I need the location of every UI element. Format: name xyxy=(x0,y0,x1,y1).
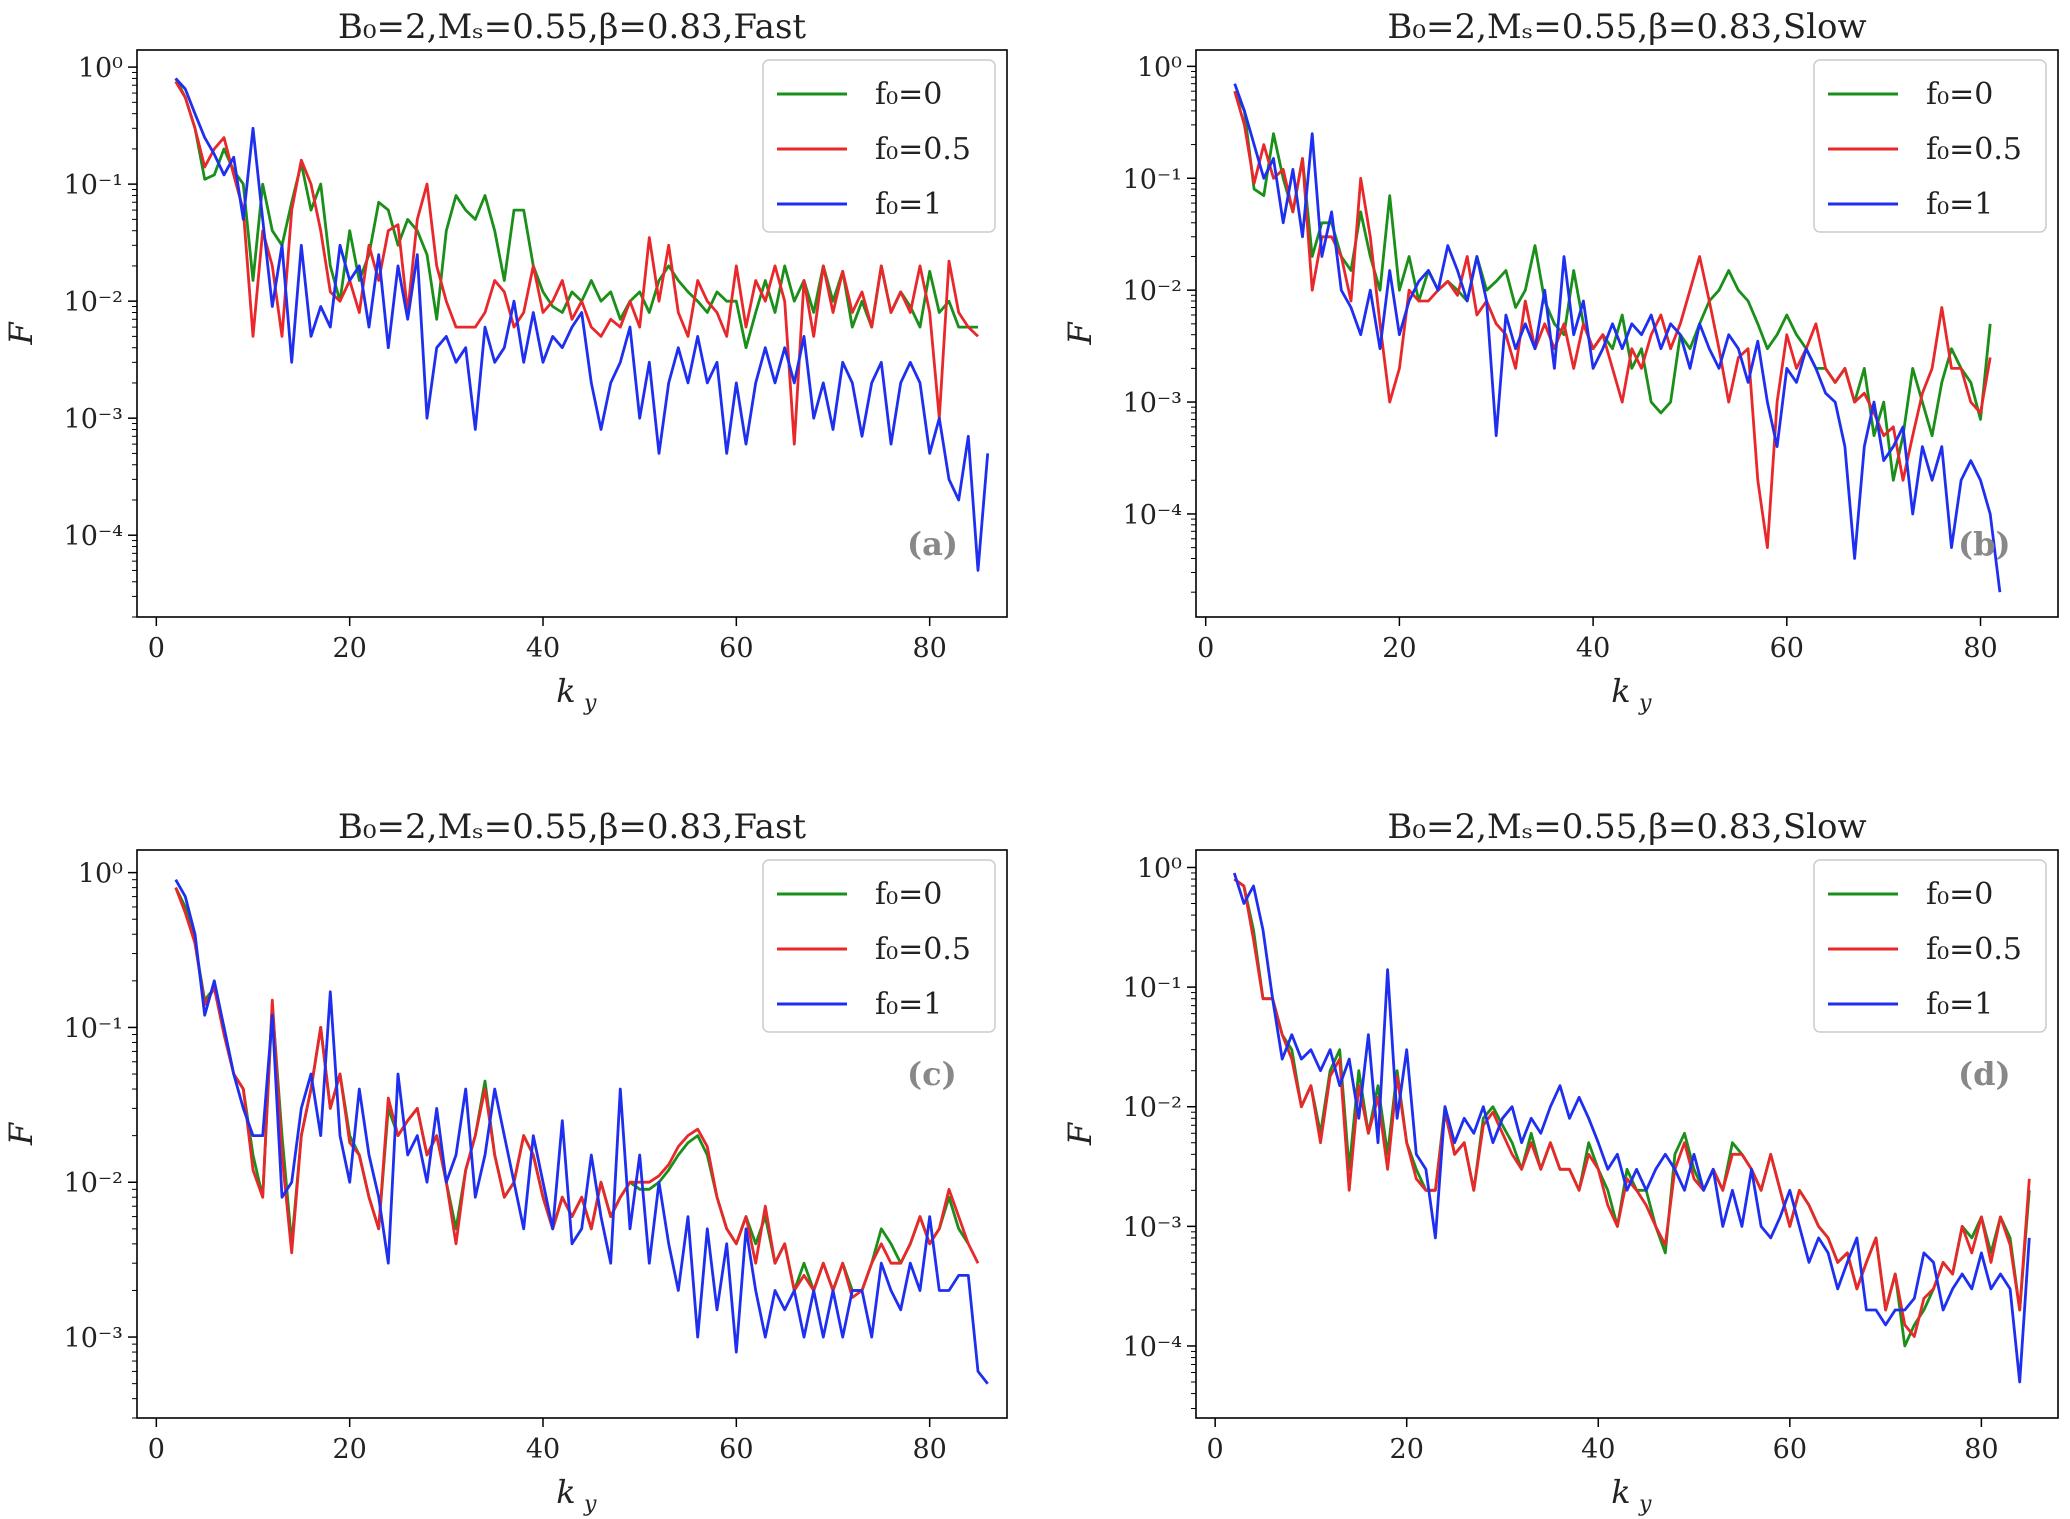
x-tick-label: 40 xyxy=(526,633,560,664)
panel-d: B₀=2,Mₛ=0.55,β=0.83,Slow 0 20 40 60 80 10⁰ 10⁻¹… xyxy=(1061,807,2059,1517)
legend-label: f₀=1 xyxy=(875,987,942,1022)
x-axis-label: k xyxy=(556,672,575,710)
x-axis-label-subscript: y xyxy=(583,691,597,716)
series-line-0 xyxy=(1233,90,1992,482)
y-axis-label: F xyxy=(2,321,40,346)
series-line-1 xyxy=(174,887,980,1299)
y-tick-label: 10⁻⁴ xyxy=(64,521,123,552)
x-axis-label: k xyxy=(1611,672,1630,710)
y-axis-label: F xyxy=(1061,321,1099,346)
y-tick-label: 10⁰ xyxy=(78,859,123,890)
x-axis-label: k xyxy=(1611,1473,1630,1511)
legend-label: f₀=0.5 xyxy=(1926,932,2022,967)
legend-box xyxy=(762,859,996,1033)
series-line-2 xyxy=(1233,83,2002,593)
x-tick-label: 0 xyxy=(148,633,165,664)
axes-frame xyxy=(136,49,1008,618)
panel-label: (c) xyxy=(907,1055,957,1093)
y-tick-label: 10⁻³ xyxy=(1123,1212,1182,1243)
x-tick-label: 20 xyxy=(332,633,366,664)
axes-frame xyxy=(136,849,1008,1419)
y-tick-label: 10⁰ xyxy=(78,53,123,84)
chart-title: B₀=2,Mₛ=0.55,β=0.83,Fast xyxy=(338,807,806,847)
y-tick-label: 10⁻³ xyxy=(1123,388,1182,419)
y-tick-label: 10⁻³ xyxy=(64,404,123,435)
legend-label: f₀=0.5 xyxy=(875,132,971,167)
legend-label: f₀=1 xyxy=(1926,987,1993,1022)
legend-label: f₀=0.5 xyxy=(1926,132,2022,167)
y-tick-label: 10⁻² xyxy=(64,1168,123,1199)
x-tick-label: 0 xyxy=(1197,633,1214,664)
x-tick-label: 80 xyxy=(912,1434,946,1465)
legend-box xyxy=(762,59,996,233)
legend-label: f₀=0 xyxy=(875,77,942,112)
series-line-2 xyxy=(174,77,990,572)
x-tick-label: 80 xyxy=(912,633,946,664)
x-tick-label: 20 xyxy=(1390,1434,1424,1465)
x-tick-label: 80 xyxy=(1964,1434,1998,1465)
legend-label: f₀=0 xyxy=(875,877,942,912)
x-axis-label: k xyxy=(556,1473,575,1511)
y-tick-label: 10⁻¹ xyxy=(1123,973,1182,1004)
x-tick-label: 20 xyxy=(332,1434,366,1465)
x-tick-label: 0 xyxy=(148,1434,165,1465)
x-tick-label: 80 xyxy=(1963,633,1997,664)
chart-title: B₀=2,Mₛ=0.55,β=0.83,Slow xyxy=(1387,7,1866,47)
y-tick-label: 10⁻¹ xyxy=(64,1013,123,1044)
legend-box xyxy=(1813,59,2047,233)
chart-title: B₀=2,Mₛ=0.55,β=0.83,Slow xyxy=(1387,807,1866,847)
legend-label: f₀=1 xyxy=(1926,187,1993,222)
y-tick-label: 10⁻² xyxy=(1123,1093,1182,1124)
axes-frame xyxy=(1195,849,2059,1419)
chart-title: B₀=2,Mₛ=0.55,β=0.83,Fast xyxy=(338,7,806,47)
axes-frame xyxy=(1195,49,2059,618)
y-tick-label: 10⁻¹ xyxy=(64,170,123,201)
legend-label: f₀=0 xyxy=(1926,877,1993,912)
y-tick-label: 10⁻³ xyxy=(64,1323,123,1354)
series-line-2 xyxy=(174,879,989,1385)
y-tick-label: 10⁻² xyxy=(64,287,123,318)
x-tick-label: 60 xyxy=(1773,1434,1807,1465)
legend-label: f₀=0 xyxy=(1926,77,1993,112)
series-line-2 xyxy=(1232,872,2031,1384)
x-tick-label: 40 xyxy=(1581,1434,1615,1465)
y-tick-label: 10⁻² xyxy=(1123,276,1182,307)
panel-a: B₀=2,Mₛ=0.55,β=0.83,Fast 0 20 40 60 80 10⁰ 10⁻¹… xyxy=(2,7,1008,716)
x-tick-label: 60 xyxy=(719,1434,753,1465)
y-tick-label: 10⁰ xyxy=(1137,52,1182,83)
x-tick-label: 40 xyxy=(526,1434,560,1465)
x-tick-label: 60 xyxy=(719,633,753,664)
legend-label: f₀=0.5 xyxy=(875,932,971,967)
y-axis-label: F xyxy=(1061,1121,1099,1146)
series-line-1 xyxy=(1233,877,2031,1338)
y-tick-label: 10⁻⁴ xyxy=(1123,1332,1182,1363)
panel-label: (b) xyxy=(1958,525,2011,563)
x-axis-label-subscript: y xyxy=(583,1492,597,1517)
series-line-1 xyxy=(174,80,979,446)
y-axis-label: F xyxy=(2,1121,40,1146)
panel-b: B₀=2,Mₛ=0.55,β=0.83,Slow 0 20 40 60 80 10⁰ 10⁻¹… xyxy=(1061,7,2059,716)
legend-box xyxy=(1813,859,2047,1033)
x-axis-label-subscript: y xyxy=(1638,1492,1652,1517)
y-tick-label: 10⁻¹ xyxy=(1123,164,1182,195)
legend-label: f₀=1 xyxy=(875,187,942,222)
x-axis-label-subscript: y xyxy=(1638,691,1652,716)
series-line-1 xyxy=(1233,90,1992,549)
panel-c: B₀=2,Mₛ=0.55,β=0.83,Fast 0 20 40 60 80 10⁰ 10⁻¹… xyxy=(2,807,1008,1517)
y-tick-label: 10⁻⁴ xyxy=(1123,500,1182,531)
x-tick-label: 40 xyxy=(1576,633,1610,664)
panel-label: (d) xyxy=(1958,1055,2011,1093)
y-tick-label: 10⁰ xyxy=(1137,853,1182,884)
panel-label: (a) xyxy=(907,525,958,563)
x-tick-label: 60 xyxy=(1770,633,1804,664)
x-tick-label: 20 xyxy=(1382,633,1416,664)
x-tick-label: 0 xyxy=(1207,1434,1224,1465)
